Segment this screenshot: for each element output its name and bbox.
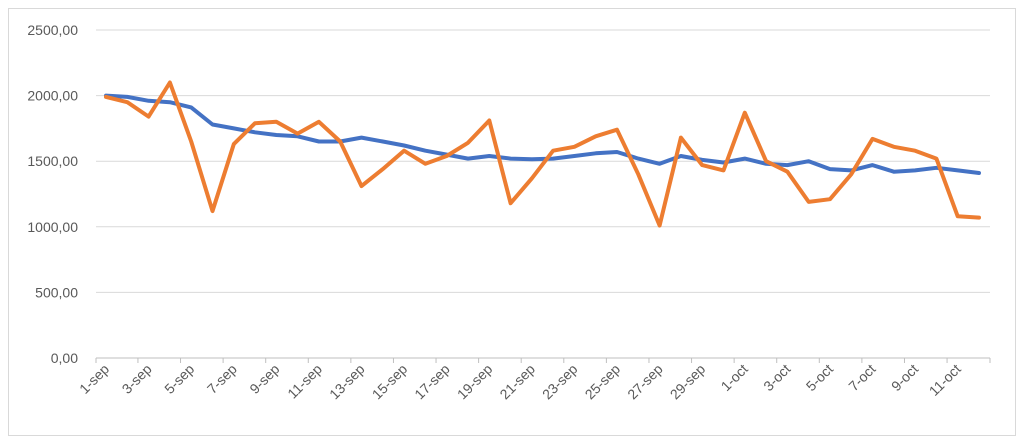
x-tick-label: 3-sep bbox=[119, 361, 155, 397]
y-tick-label: 0,00 bbox=[51, 350, 78, 366]
y-tick-label: 2500,00 bbox=[27, 22, 78, 38]
chart-frame bbox=[8, 8, 1016, 436]
x-tick-label: 3-oct bbox=[760, 361, 793, 394]
x-tick-label: 5-sep bbox=[161, 361, 197, 397]
x-tick-label: 19-sep bbox=[454, 361, 496, 403]
x-tick-label: 27-sep bbox=[624, 361, 666, 403]
y-tick-label: 500,00 bbox=[35, 284, 78, 300]
y-tick-label: 2000,00 bbox=[27, 88, 78, 104]
x-tick-label: 5-oct bbox=[803, 361, 836, 394]
series-line-2 bbox=[104, 80, 981, 228]
x-tick-label: 17-sep bbox=[411, 361, 453, 403]
x-tick-label: 7-oct bbox=[845, 361, 878, 394]
x-tick-label: 1-oct bbox=[718, 361, 751, 394]
x-tick-label: 11-oct bbox=[926, 361, 964, 399]
x-tick-label: 9-sep bbox=[246, 361, 282, 397]
x-tick-label: 1-sep bbox=[76, 361, 112, 397]
x-tick-label: 25-sep bbox=[582, 361, 624, 403]
y-tick-label: 1000,00 bbox=[27, 219, 78, 235]
x-tick-label: 29-sep bbox=[667, 361, 709, 403]
x-tick-label: 15-sep bbox=[369, 361, 411, 403]
x-tick-label: 11-sep bbox=[284, 361, 325, 402]
x-tick-label: 23-sep bbox=[539, 361, 581, 403]
x-tick-label: 13-sep bbox=[326, 361, 368, 403]
x-tick-label: 9-oct bbox=[888, 361, 921, 394]
x-tick-label: 7-sep bbox=[204, 361, 240, 397]
series-line-1 bbox=[104, 93, 981, 175]
y-tick-label: 1500,00 bbox=[27, 153, 78, 169]
x-tick-label: 21-sep bbox=[496, 361, 538, 403]
